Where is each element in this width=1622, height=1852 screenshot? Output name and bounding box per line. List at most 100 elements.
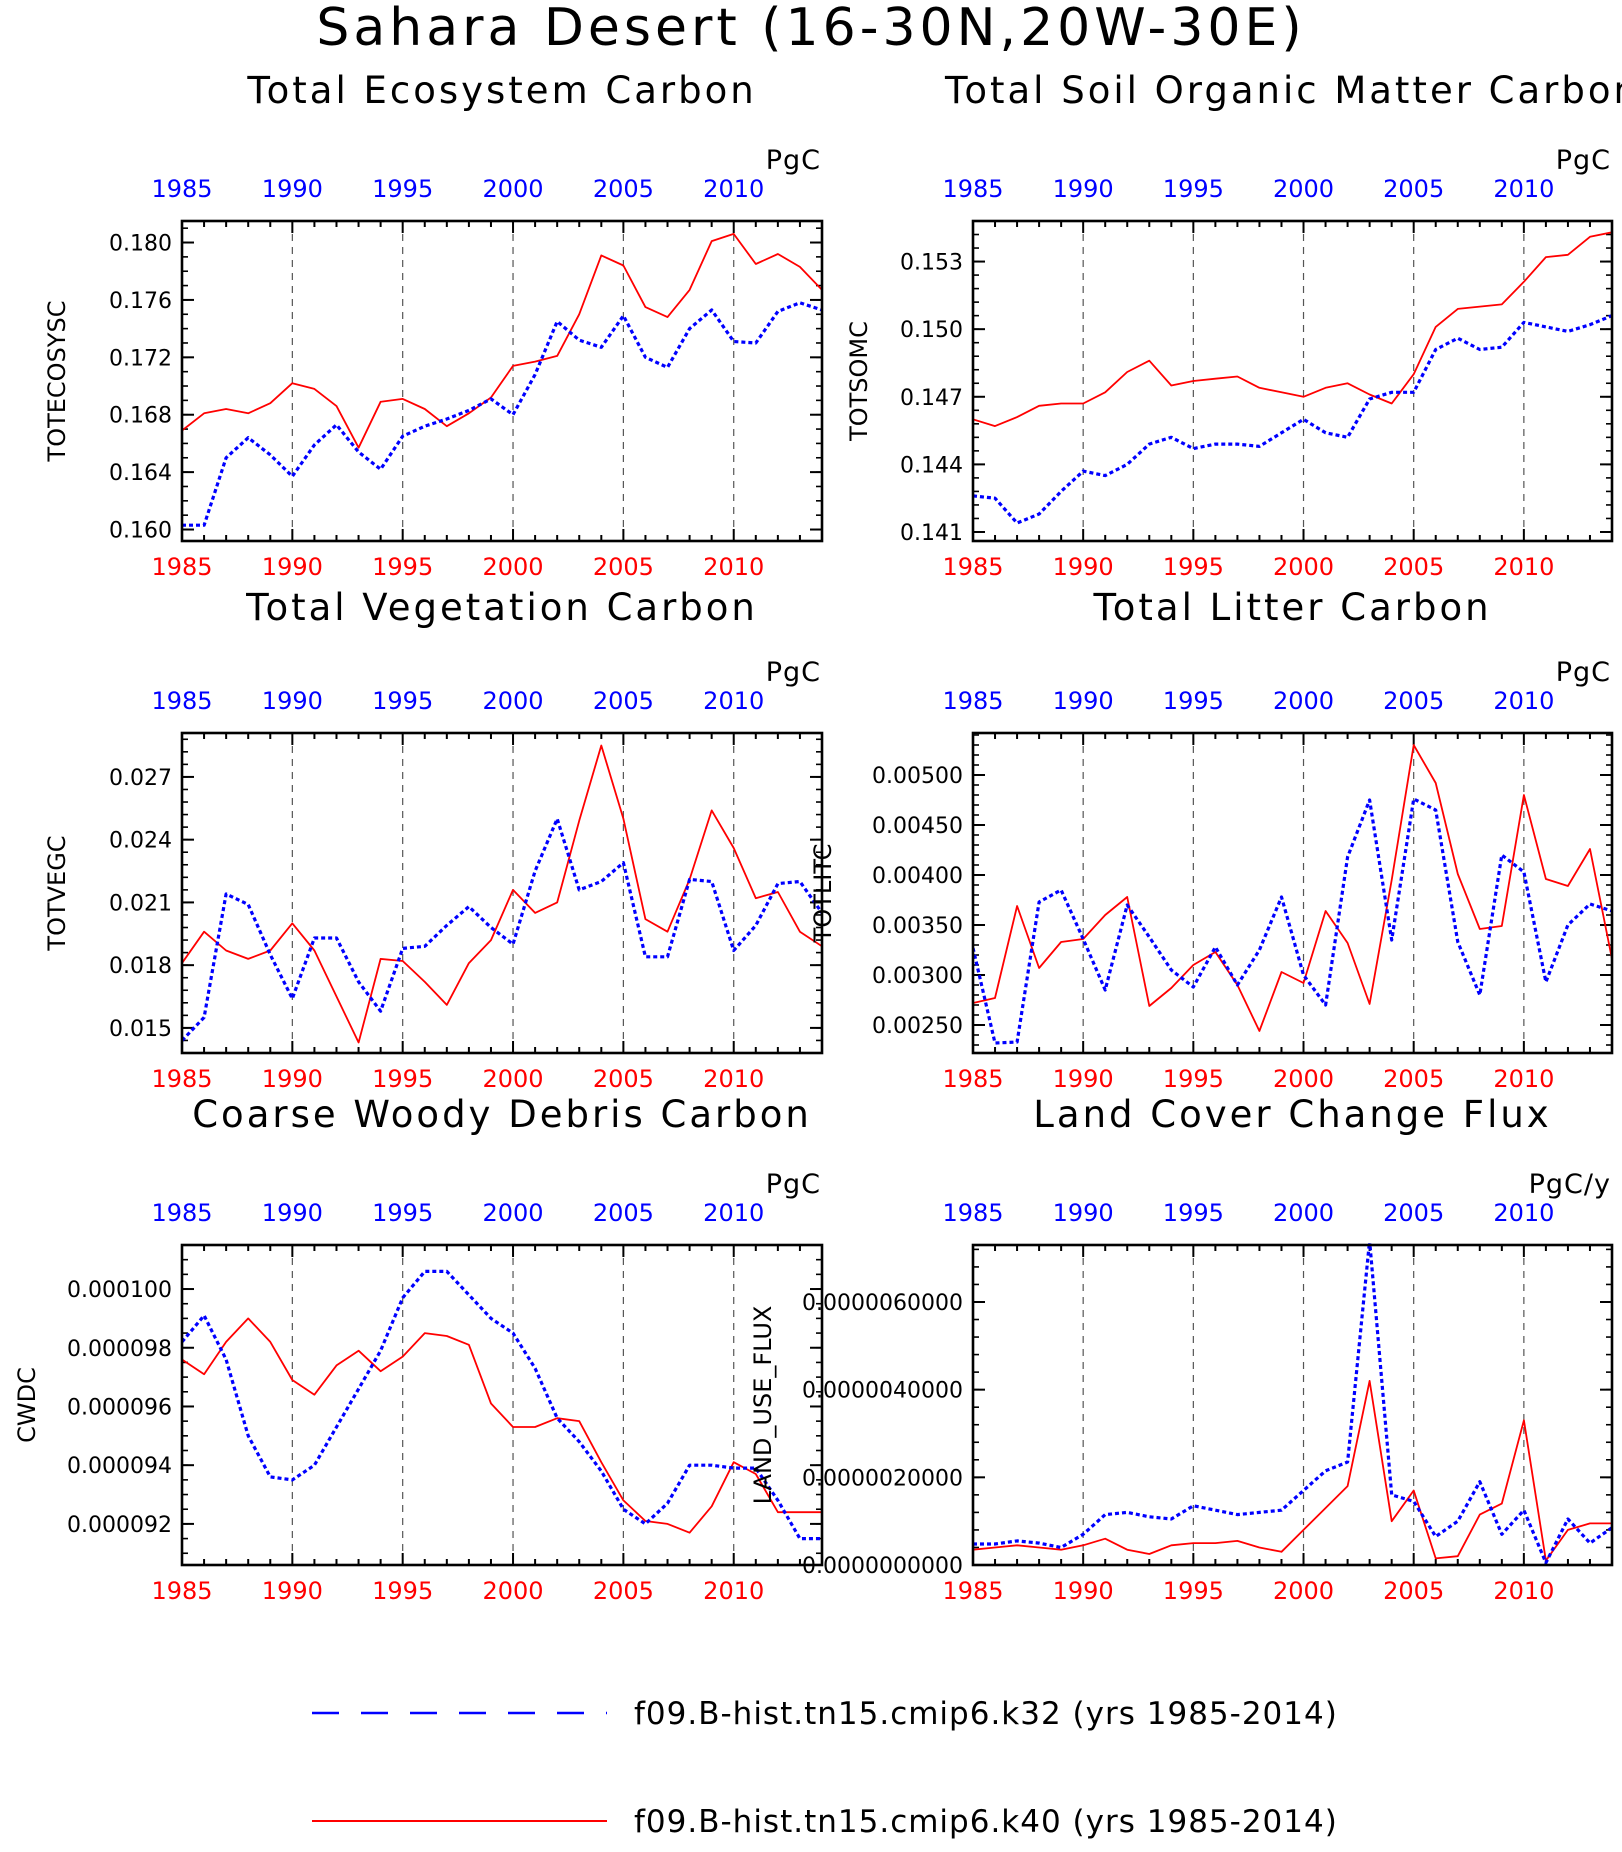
y-tick-label: 0.027 [109, 766, 172, 791]
y-tick-label: 0.147 [900, 386, 963, 411]
x-tick-label-bottom: 1985 [942, 1065, 1003, 1093]
y-tick-label: 0.141 [900, 521, 963, 546]
x-tick-label-bottom: 1985 [151, 553, 212, 581]
x-tick-label-top: 2010 [1493, 175, 1554, 203]
panel-title: Land Cover Change Flux [1033, 1093, 1551, 1136]
y-tick-label: 0.000098 [67, 1337, 172, 1362]
x-tick-label-bottom: 2000 [482, 1577, 543, 1605]
x-tick-label-bottom: 1995 [1163, 553, 1224, 581]
y-axis-label: TOTECOSYSC [43, 301, 71, 463]
y-tick-label: 0.024 [109, 829, 172, 854]
y-tick-label: 0.018 [109, 954, 172, 979]
x-tick-label-bottom: 2010 [1493, 553, 1554, 581]
x-tick-label-top: 1995 [372, 687, 433, 715]
y-tick-label: 0.000094 [67, 1454, 172, 1479]
y-tick-label: 0.015 [109, 1017, 172, 1042]
plot-frame [180, 1243, 824, 1567]
x-tick-label-top: 1995 [372, 1199, 433, 1227]
x-tick-label-bottom: 2010 [703, 1577, 764, 1605]
series-line-k32 [182, 1269, 822, 1541]
series-line-k32 [182, 817, 822, 1042]
x-tick-label-top: 1990 [1053, 175, 1114, 203]
y-axis-label: TOTSOMC [845, 321, 873, 442]
y-tick-label: 0.172 [109, 346, 172, 371]
series-line-k32 [973, 1243, 1612, 1565]
x-tick-label-bottom: 1990 [1053, 1065, 1114, 1093]
series-line-k40 [973, 1380, 1612, 1562]
legend: f09.B-hist.tn15.cmip6.k32 (yrs 1985-2014… [312, 1696, 1338, 1840]
x-tick-label-bottom: 1985 [942, 553, 1003, 581]
series-line-k32 [973, 797, 1612, 1045]
x-tick-label-top: 2005 [1383, 1199, 1444, 1227]
x-tick-label-top: 1985 [942, 175, 1003, 203]
y-axis-label: TOTVEGC [43, 835, 71, 951]
y-tick-label: 0.180 [109, 232, 172, 257]
x-tick-label-top: 2005 [1383, 687, 1444, 715]
y-axis-label: LAND_USE_FLUX [749, 1306, 777, 1505]
series-line-k40 [182, 744, 822, 1044]
x-tick-label-bottom: 1995 [372, 553, 433, 581]
x-tick-label-bottom: 1995 [1163, 1577, 1224, 1605]
y-tick-label: 0.00450 [872, 814, 963, 839]
x-tick-label-top: 2005 [593, 1199, 654, 1227]
y-tick-label: 0.150 [900, 318, 963, 343]
x-tick-label-bottom: 1995 [372, 1065, 433, 1093]
x-tick-label-bottom: 2000 [482, 553, 543, 581]
x-tick-label-top: 2005 [593, 175, 654, 203]
x-tick-label-top: 1995 [372, 175, 433, 203]
panel-5: Land Cover Change Flux PgC/y 1985 1985 1990 1… [749, 1093, 1614, 1605]
x-tick-label-top: 1995 [1163, 687, 1224, 715]
y-tick-label: 0.00400 [872, 864, 963, 889]
units-label: PgC [766, 657, 821, 688]
y-tick-label: 0.0000000000 [802, 1554, 963, 1579]
panel-title: Total Vegetation Carbon [245, 586, 758, 629]
y-tick-label: 0.0000060000 [802, 1291, 963, 1316]
panel-0: Total Ecosystem Carbon PgC 1985 1985 1990 199… [43, 69, 824, 581]
x-tick-label-top: 2000 [482, 687, 543, 715]
y-axis-label: TOTLITC [809, 844, 837, 944]
y-tick-label: 0.168 [109, 404, 172, 429]
series-line-k32 [973, 314, 1612, 525]
plot-frame [971, 731, 1614, 1055]
x-tick-label-top: 1985 [151, 175, 212, 203]
x-tick-label-bottom: 2010 [703, 553, 764, 581]
x-tick-label-top: 2010 [703, 687, 764, 715]
panels: Total Ecosystem Carbon PgC 1985 1985 1990 199… [13, 69, 1622, 1605]
plot-frame [180, 219, 824, 543]
units-label: PgC/y [1529, 1169, 1611, 1200]
x-tick-label-bottom: 1995 [1163, 1065, 1224, 1093]
figure-title: Sahara Desert (16-30N,20W-30E) [316, 0, 1305, 58]
x-tick-label-top: 2005 [1383, 175, 1444, 203]
x-tick-label-bottom: 2005 [1383, 1577, 1444, 1605]
x-tick-label-bottom: 2005 [593, 1577, 654, 1605]
y-axis-label: CWDC [13, 1367, 41, 1443]
panel-2: Total Vegetation Carbon PgC 1985 1985 1990 19… [43, 586, 824, 1093]
x-tick-label-top: 1990 [262, 1199, 323, 1227]
panel-title: Coarse Woody Debris Carbon [192, 1093, 812, 1136]
x-tick-label-top: 2010 [703, 1199, 764, 1227]
x-tick-label-bottom: 1990 [262, 1065, 323, 1093]
x-tick-label-top: 1990 [1053, 687, 1114, 715]
x-tick-label-bottom: 2010 [1493, 1065, 1554, 1093]
y-tick-label: 0.160 [109, 519, 172, 544]
x-tick-label-top: 1990 [1053, 1199, 1114, 1227]
panel-4: Coarse Woody Debris Carbon PgC 1985 1985 199… [13, 1093, 824, 1605]
y-tick-label: 0.00300 [872, 964, 963, 989]
x-tick-label-bottom: 1990 [1053, 1577, 1114, 1605]
x-tick-label-bottom: 1990 [1053, 553, 1114, 581]
units-label: PgC [1556, 145, 1611, 176]
y-tick-label: 0.144 [900, 453, 963, 478]
x-tick-label-top: 1990 [262, 175, 323, 203]
x-tick-label-top: 2000 [1273, 1199, 1334, 1227]
y-tick-label: 0.0000040000 [802, 1379, 963, 1404]
x-tick-label-bottom: 2010 [1493, 1577, 1554, 1605]
series-line-k40 [182, 232, 822, 449]
x-tick-label-bottom: 1985 [151, 1065, 212, 1093]
panel-3: Total Litter Carbon PgC 1985 1985 1990 1990 19… [809, 586, 1614, 1093]
x-tick-label-top: 2010 [1493, 1199, 1554, 1227]
series-line-k40 [973, 231, 1612, 428]
legend-label: f09.B-hist.tn15.cmip6.k40 (yrs 1985-2014… [634, 1804, 1338, 1840]
units-label: PgC [766, 145, 821, 176]
y-tick-label: 0.0000020000 [802, 1466, 963, 1491]
